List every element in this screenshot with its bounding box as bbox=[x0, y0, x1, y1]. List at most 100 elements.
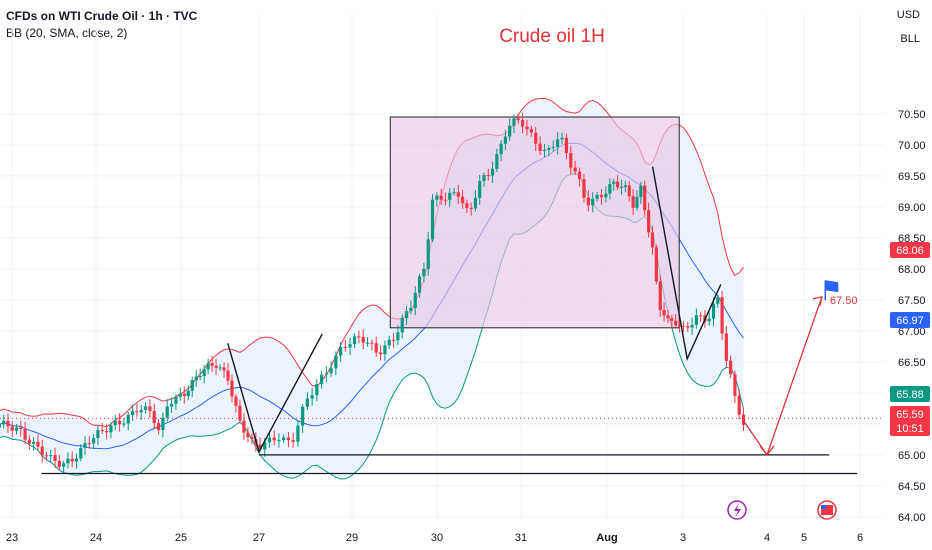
candle-body bbox=[348, 344, 352, 348]
candle-body bbox=[396, 332, 400, 341]
candle-body bbox=[490, 168, 495, 176]
candle-body bbox=[595, 194, 599, 199]
candle-body bbox=[650, 232, 655, 248]
candle-body bbox=[230, 380, 234, 397]
candle-body bbox=[503, 136, 508, 144]
time-tick-label: 5 bbox=[801, 532, 807, 544]
time-tick-label: 3 bbox=[680, 532, 686, 544]
candle-body bbox=[343, 346, 347, 348]
candle-body bbox=[66, 458, 70, 464]
candle-body bbox=[654, 247, 658, 282]
candle-body bbox=[720, 297, 724, 334]
time-tick-label: 6 bbox=[857, 532, 863, 544]
candles bbox=[0, 112, 746, 475]
candle-body bbox=[577, 171, 582, 180]
candle-body bbox=[0, 424, 2, 428]
price-badge-label: 65.59 bbox=[896, 409, 924, 421]
candle-body bbox=[370, 342, 374, 344]
candle-body bbox=[430, 199, 435, 240]
candle-body bbox=[674, 320, 678, 326]
price-axis[interactable]: 70.50 70.00 69.50 69.00 68.50 68.00 67.50 67.00… bbox=[898, 109, 926, 524]
price-badge bbox=[890, 312, 930, 328]
range-box-layer bbox=[389, 116, 680, 329]
zigzag-right bbox=[651, 166, 722, 362]
candle-body bbox=[222, 367, 226, 371]
price-tick-label: 64.00 bbox=[898, 512, 926, 524]
candle-body bbox=[258, 444, 262, 450]
us-flag-canton bbox=[821, 505, 826, 509]
candle-body bbox=[277, 440, 281, 442]
candle-body bbox=[246, 432, 250, 438]
time-tick-label: 4 bbox=[764, 532, 770, 544]
candle-body bbox=[23, 429, 27, 440]
candle-body bbox=[315, 384, 319, 396]
currency-label[interactable]: USD bbox=[896, 9, 920, 21]
price-badge bbox=[890, 420, 930, 436]
price-badge-label: 10:51 bbox=[896, 423, 924, 435]
candle-body bbox=[226, 370, 230, 381]
candle-body bbox=[556, 139, 560, 147]
candle-body bbox=[374, 343, 378, 353]
candle-body bbox=[443, 199, 448, 201]
candle-body bbox=[538, 143, 542, 151]
candle-body bbox=[690, 324, 694, 328]
candle-body bbox=[525, 126, 529, 130]
price-badge-label: 68.06 bbox=[896, 245, 924, 257]
candle-body bbox=[591, 198, 595, 206]
price-tick-label: 65.00 bbox=[898, 450, 926, 462]
price-tick-label: 68.50 bbox=[898, 233, 926, 245]
candle-body bbox=[724, 333, 728, 361]
candle-body bbox=[92, 437, 96, 444]
candle-body bbox=[452, 192, 456, 194]
candle-body bbox=[182, 393, 186, 397]
unit-label[interactable]: BLL bbox=[900, 33, 920, 45]
time-axis[interactable]: 23 24 25 27 29 30 31 Aug 3 4 5 6 bbox=[6, 532, 863, 544]
candle-body bbox=[409, 307, 413, 312]
candle-body bbox=[130, 411, 135, 416]
candle-body bbox=[635, 196, 639, 208]
candle-body bbox=[678, 325, 682, 327]
candle-body bbox=[439, 195, 443, 200]
indicator-legend[interactable]: BB (20, SMA, close, 2) bbox=[6, 26, 128, 40]
candle-body bbox=[234, 396, 238, 406]
candle-body bbox=[627, 185, 631, 197]
candle-body bbox=[456, 192, 460, 197]
candle-body bbox=[666, 315, 670, 319]
candle-body bbox=[529, 129, 533, 133]
candle-body bbox=[361, 336, 365, 343]
candle-body bbox=[383, 345, 387, 355]
candle-body bbox=[662, 309, 666, 316]
symbol-title[interactable]: CFDs on WTI Crude Oil · 1h · TVC bbox=[6, 9, 198, 23]
candle-body bbox=[27, 439, 31, 444]
candle-body bbox=[417, 276, 422, 293]
candle-body bbox=[400, 318, 404, 333]
flag-icon bbox=[825, 280, 839, 293]
price-badge bbox=[890, 406, 930, 422]
candle-body bbox=[582, 179, 586, 198]
us-flag-icon bbox=[821, 505, 833, 515]
candle-body bbox=[161, 417, 165, 430]
candle-body bbox=[250, 437, 254, 440]
candle-body bbox=[473, 197, 478, 209]
candle-body bbox=[202, 369, 206, 377]
candle-body bbox=[435, 195, 439, 200]
candle-body bbox=[2, 420, 6, 425]
candle-body bbox=[604, 193, 608, 198]
candle-body bbox=[135, 411, 139, 413]
arrow-head-down bbox=[759, 445, 775, 456]
candle-body bbox=[87, 443, 91, 445]
candle-body bbox=[10, 426, 14, 431]
time-tick-label: 25 bbox=[175, 532, 187, 544]
candle-body bbox=[19, 427, 23, 430]
candle-body bbox=[378, 352, 383, 355]
candle-body bbox=[508, 125, 512, 137]
candle-body bbox=[329, 368, 333, 374]
projection-arrow bbox=[742, 296, 823, 457]
target-label: 67.50 bbox=[830, 295, 858, 307]
candle-body bbox=[198, 376, 202, 378]
candle-body bbox=[623, 185, 627, 187]
candle-body bbox=[291, 440, 295, 442]
candle-body bbox=[206, 363, 210, 370]
candle-body bbox=[741, 414, 746, 425]
